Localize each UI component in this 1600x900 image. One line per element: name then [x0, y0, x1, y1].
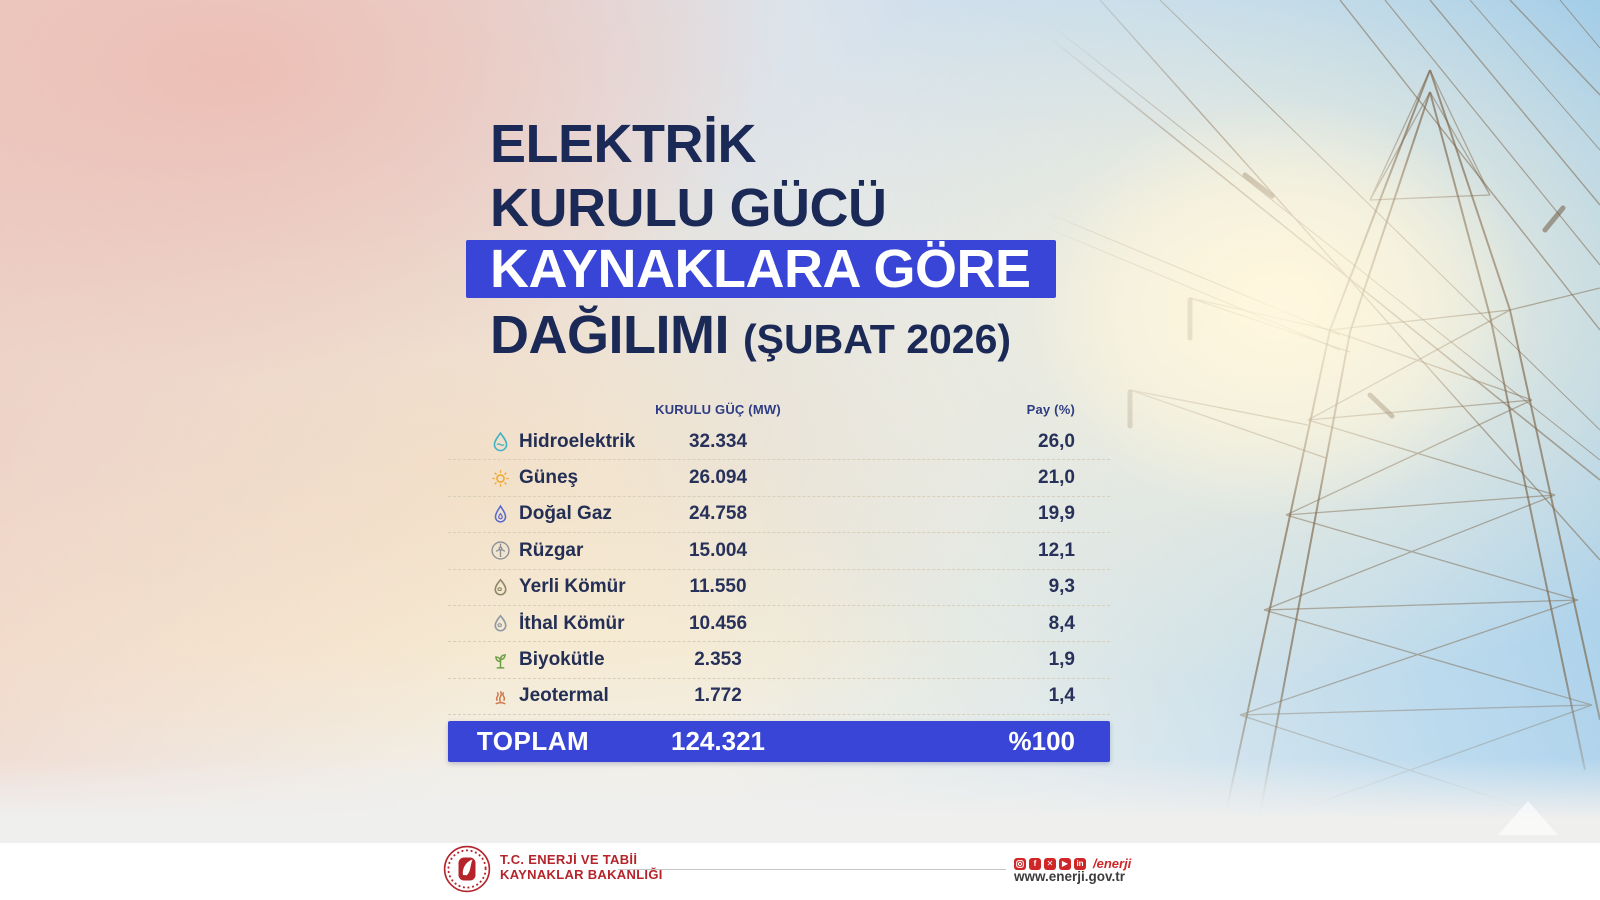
pylon-illustration	[1040, 0, 1600, 840]
social-links: f ✕ ▶ in /enerji	[1014, 856, 1131, 871]
capacity-value: 2.353	[694, 649, 742, 671]
bottom-fade	[0, 758, 1600, 843]
total-row: TOPLAM 124.321 %100	[448, 721, 1110, 763]
title-line-1: ELEKTRİK	[490, 114, 757, 174]
source-label: Doğal Gaz	[519, 503, 612, 525]
table-row: Doğal Gaz 24.758 19,9	[448, 497, 1110, 534]
footer-band	[0, 843, 1600, 900]
column-header-share: Pay (%)	[1026, 401, 1075, 417]
share-value: 1,4	[1048, 685, 1075, 707]
source-label: Biyokütle	[519, 649, 605, 671]
x-icon[interactable]: ✕	[1044, 857, 1056, 870]
background-triangle	[1498, 801, 1558, 835]
title-line-4: DAĞILIMI (ŞUBAT 2026)	[490, 304, 1011, 366]
website-url[interactable]: www.enerji.gov.tr	[1014, 869, 1126, 884]
pylon-photo	[1040, 0, 1600, 840]
title-line-4-main: DAĞILIMI	[490, 305, 729, 365]
source-label: Hidroelektrik	[519, 430, 636, 452]
table-row: İthal Kömür 10.456 8,4	[448, 606, 1110, 643]
source-label: Rüzgar	[519, 539, 584, 561]
share-value: 8,4	[1048, 612, 1075, 634]
coal-icon	[490, 613, 511, 634]
instagram-icon[interactable]	[1014, 857, 1026, 870]
source-label: Güneş	[519, 467, 579, 489]
social-handle[interactable]: /enerji	[1093, 856, 1132, 871]
ministry-emblem	[443, 845, 491, 893]
title-highlight-band: KAYNAKLARA GÖRE	[466, 240, 1056, 298]
capacity-table: KURULU GÜÇ (MW) Pay (%) Hidroelektrik 32…	[448, 394, 1110, 763]
column-header-capacity: KURULU GÜÇ (MW)	[655, 401, 781, 417]
wind-turbine-icon	[490, 540, 511, 561]
capacity-value: 32.334	[688, 430, 748, 452]
source-label: Jeotermal	[519, 685, 609, 707]
ministry-name-line-1: T.C. ENERJİ VE TABİİ	[500, 852, 638, 867]
geothermal-icon	[490, 686, 511, 707]
share-value: 9,3	[1048, 576, 1075, 598]
capacity-value: 24.758	[688, 503, 748, 525]
title-block: ELEKTRİK KURULU GÜCÜ KAYNAKLARA GÖRE DAĞ…	[466, 112, 1056, 365]
title-line-3: KAYNAKLARA GÖRE	[490, 239, 1031, 299]
water-drop-icon	[490, 431, 511, 452]
share-value: 21,0	[1038, 467, 1075, 489]
table-row: Rüzgar 15.004 12,1	[448, 533, 1110, 570]
table-row: Güneş 26.094 21,0	[448, 460, 1110, 497]
gas-flame-icon	[490, 504, 511, 525]
share-value: 26,0	[1038, 430, 1075, 452]
title-date: (ŞUBAT 2026)	[742, 316, 1012, 362]
capacity-value: 1.772	[694, 685, 742, 707]
coal-icon	[490, 577, 511, 598]
youtube-icon[interactable]: ▶	[1059, 857, 1071, 870]
total-label: TOPLAM	[476, 726, 590, 757]
total-capacity: 124.321	[671, 726, 765, 757]
table-header: KURULU GÜÇ (MW) Pay (%)	[448, 394, 1110, 424]
share-value: 1,9	[1048, 649, 1075, 671]
capacity-value: 26.094	[688, 467, 748, 489]
capacity-value: 11.550	[689, 576, 747, 598]
biomass-plant-icon	[490, 650, 511, 671]
table-row: Yerli Kömür 11.550 9,3	[448, 570, 1110, 606]
linkedin-icon[interactable]: in	[1074, 857, 1086, 870]
table-row: Hidroelektrik 32.334 26,0	[448, 424, 1110, 461]
share-value: 12,1	[1038, 539, 1075, 561]
ministry-name: T.C. ENERJİ VE TABİİ KAYNAKLAR BAKANLIĞI	[500, 852, 663, 882]
sun-icon	[490, 468, 511, 489]
source-label: Yerli Kömür	[519, 576, 626, 598]
capacity-value: 10.456	[688, 612, 748, 634]
ministry-name-line-2: KAYNAKLAR BAKANLIĞI	[500, 867, 663, 882]
table-row: Jeotermal 1.772 1,4	[448, 679, 1110, 716]
capacity-value: 15.004	[688, 539, 748, 561]
total-share: %100	[1008, 726, 1076, 757]
table-row: Biyokütle 2.353 1,9	[448, 642, 1110, 679]
share-value: 19,9	[1038, 503, 1075, 525]
facebook-icon[interactable]: f	[1029, 857, 1041, 870]
source-label: İthal Kömür	[519, 612, 625, 634]
title-line-2: KURULU GÜCÜ	[490, 178, 887, 238]
footer-divider	[618, 869, 1006, 870]
